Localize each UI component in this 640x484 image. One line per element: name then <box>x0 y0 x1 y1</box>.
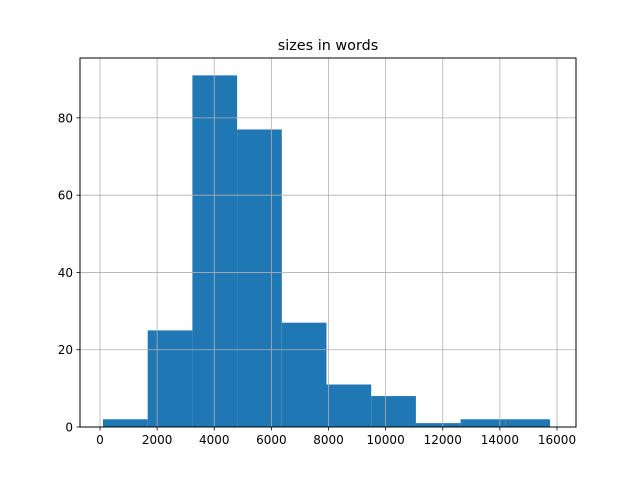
y-tick-label: 80 <box>58 111 73 125</box>
histogram-bar <box>415 423 461 427</box>
histogram-bar <box>237 129 282 427</box>
x-tick-label: 2000 <box>142 433 173 447</box>
histogram-bar <box>281 322 327 427</box>
x-tick-label: 8000 <box>313 433 344 447</box>
axes-frame <box>79 57 577 428</box>
x-tick-label: 6000 <box>256 433 287 447</box>
y-tick-label: 40 <box>58 266 73 280</box>
x-tick-label: 10000 <box>367 433 405 447</box>
histogram-bar <box>460 419 506 427</box>
y-tick-label: 0 <box>65 421 73 435</box>
x-tick-label: 14000 <box>481 433 519 447</box>
histogram-bar <box>147 330 193 427</box>
chart-title: sizes in words <box>278 38 379 54</box>
x-tick-label: 4000 <box>199 433 230 447</box>
x-tick-label: 12000 <box>424 433 462 447</box>
histogram-bar <box>326 384 372 427</box>
histogram-bar <box>505 419 551 427</box>
x-tick-label: 16000 <box>538 433 576 447</box>
histogram-bar <box>102 419 148 427</box>
x-tick-label: 0 <box>96 433 104 447</box>
histogram-bar <box>371 396 416 427</box>
y-tick-label: 20 <box>58 343 73 357</box>
y-tick-label: 60 <box>58 189 73 203</box>
histogram-bar <box>192 75 238 427</box>
